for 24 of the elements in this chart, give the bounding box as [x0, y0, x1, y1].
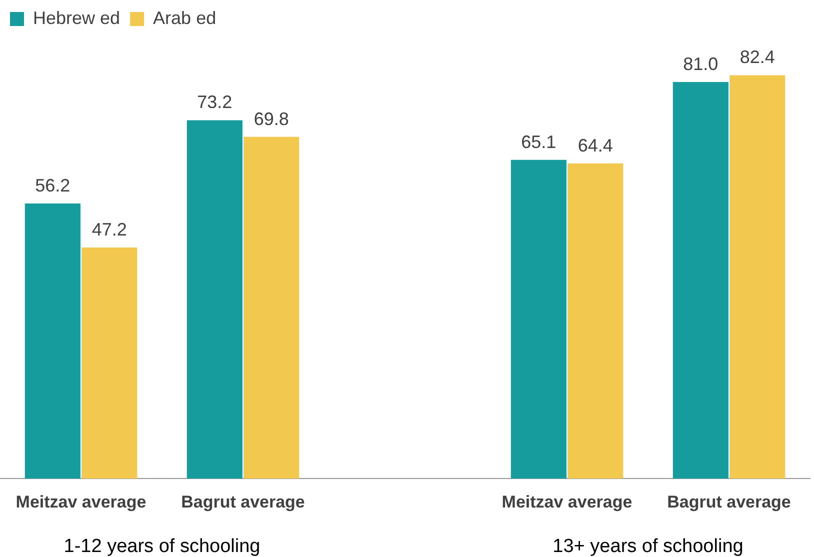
legend-label: Arab ed [153, 8, 216, 28]
x-tick-label: Meitzav average [502, 492, 632, 512]
bar [186, 120, 242, 479]
x-tick-label: Bagrut average [181, 492, 305, 512]
bar [730, 75, 786, 479]
text: 13+ years of schooling [552, 536, 744, 557]
data-label: 56.2 [35, 175, 70, 196]
bar [82, 248, 138, 479]
legend-label: Hebrew ed [33, 8, 120, 28]
data-label: 65.1 [521, 132, 556, 152]
bar [510, 160, 566, 479]
bar [244, 136, 300, 479]
data-label: 73.2 [197, 92, 232, 112]
x-tick-label: Bagrut average [667, 492, 791, 512]
data-label: 64.4 [578, 135, 613, 156]
data-label: 47.2 [92, 220, 127, 240]
text: 1-12 years of schooling [64, 536, 260, 557]
bar [24, 203, 80, 479]
data-label: 81.0 [683, 54, 718, 74]
data-label: 69.8 [254, 108, 289, 129]
bar [568, 163, 624, 479]
data-label: 82.4 [740, 47, 775, 68]
bar [672, 82, 728, 479]
x-tick-label: Meitzav average [16, 492, 146, 512]
